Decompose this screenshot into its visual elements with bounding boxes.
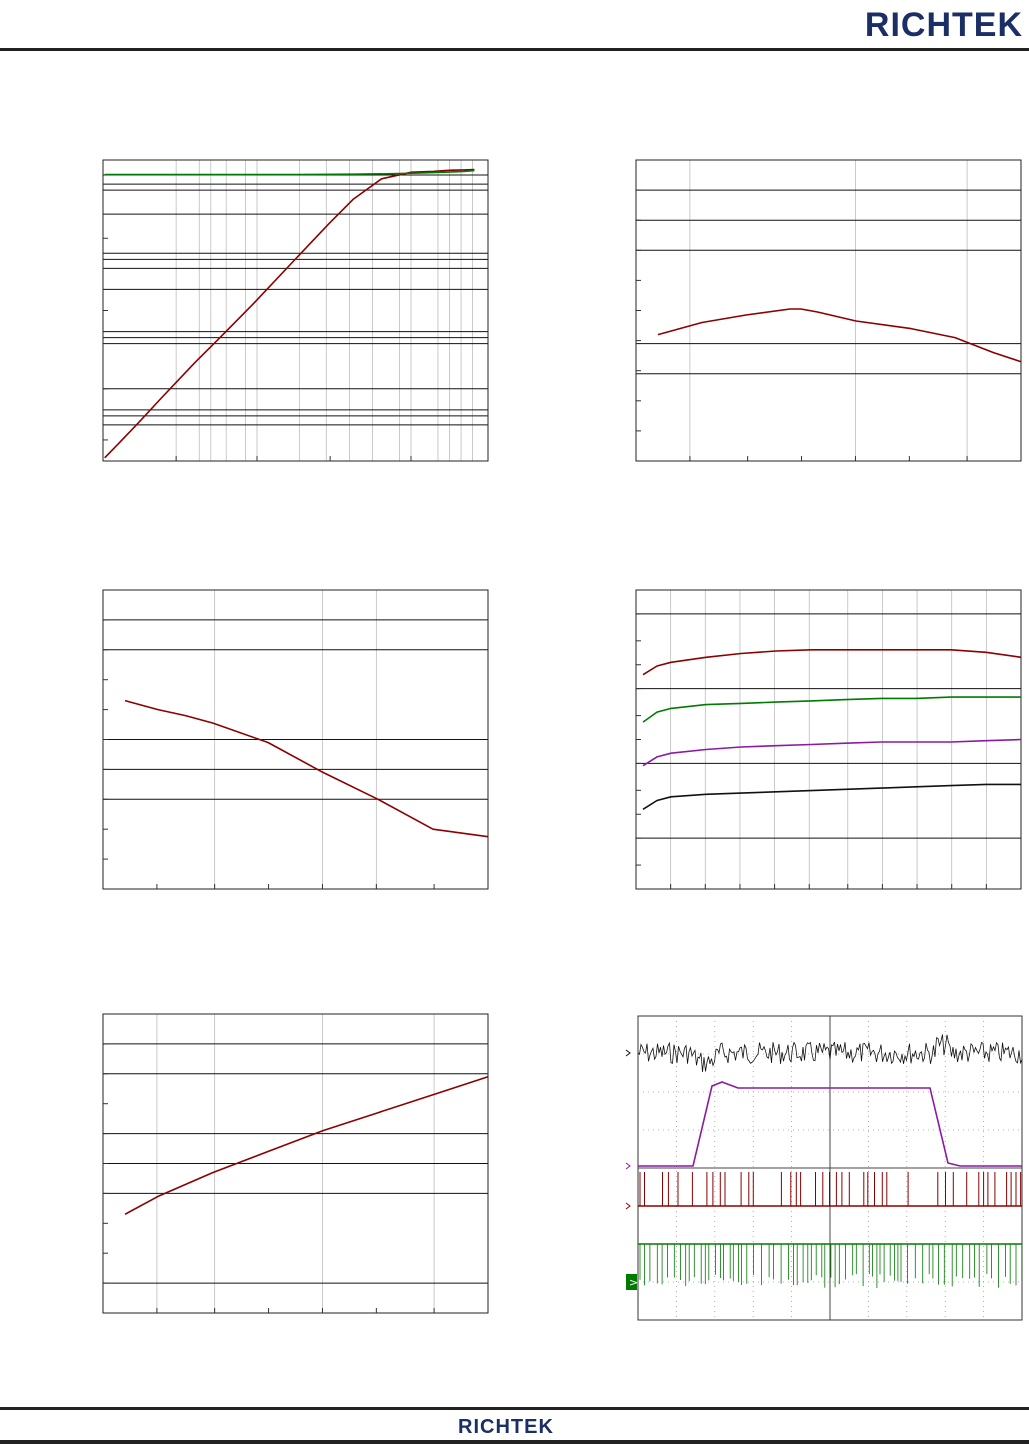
scope-ch2-marker [625,1162,631,1170]
chart-4-frame [635,589,1022,890]
chart-1-series-2-line [104,169,475,176]
scope-ch4-marker-glyph: > [629,1276,638,1289]
chart-1-frame [102,159,489,462]
chart-4-plot [635,589,1022,890]
chart-5-plot [102,1013,489,1314]
header-logo-text: RICHTEK [864,6,1023,44]
footer-logo-text: RICHTEK [458,1416,554,1438]
chart-3-frame [102,589,489,890]
header-rule [0,48,1029,51]
chart-4-series-3-line [642,738,1022,767]
scope-ch4-marker [626,1274,637,1290]
chart-3-series-1-line [124,699,489,838]
chart-5-series-1-line [124,1076,489,1216]
chart-4-series-2-line [642,696,1021,723]
scope-ch3-marker [625,1202,631,1210]
chart-2-frame [635,159,1022,462]
scope-capture: > [625,1015,1023,1321]
chart-4-series-1-line [642,648,1022,676]
chart-1-series-1-line [104,168,475,459]
footer-rule-bottom [0,1440,1029,1444]
scope-ch1-trace [637,1034,1023,1073]
footer-rule-top [0,1407,1029,1410]
chart-2-plot [635,159,1022,462]
chart-5-frame [102,1013,489,1314]
scope-ch2-trace [638,1081,1022,1167]
header-logo: RICHTEK [865,6,1023,45]
scope-ch1-marker [625,1049,631,1057]
footer-logo: RICHTEK [458,1416,554,1439]
chart-3-plot [102,589,489,890]
chart-1-plot [102,159,489,462]
chart-4-series-4-line [642,783,1021,810]
chart-2-series-1-line [657,308,1022,363]
